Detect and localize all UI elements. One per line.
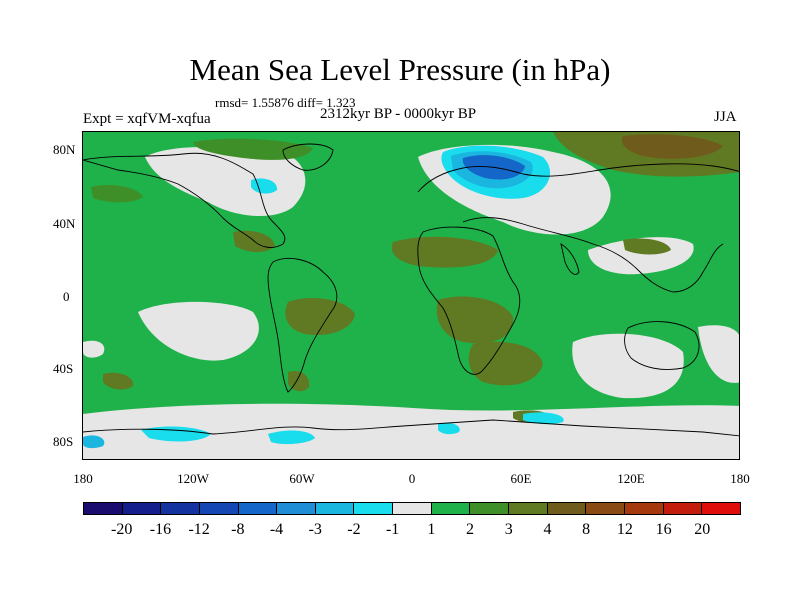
colorbar-swatch (354, 503, 394, 514)
chart-title: Mean Sea Level Pressure (in hPa) (189, 52, 611, 87)
lon-label: 0 (408, 471, 416, 486)
colorbar-swatch (315, 503, 355, 514)
colorbar-label: -2 (347, 521, 361, 538)
low-antarctic-1 (141, 426, 211, 442)
coast-greenland (282, 143, 334, 171)
colorbar-swatch (663, 503, 703, 514)
colorbar-swatch (509, 503, 548, 514)
neutral-west-pacific (83, 340, 105, 358)
high-south-pacific-east (103, 372, 134, 390)
colorbar-label: -1 (385, 521, 400, 538)
coast-south-america (267, 258, 338, 393)
high-canada-arctic (193, 138, 313, 160)
season-label: JJA (714, 109, 737, 125)
lon-label: 60E (510, 471, 532, 486)
colorbar-label: 8 (582, 521, 591, 538)
coast-australia (624, 321, 700, 370)
lat-label: 40S (53, 361, 74, 376)
lat-label: 80N (53, 142, 76, 157)
colorbar-label: 1 (427, 521, 436, 538)
colorbar-label: 20 (694, 521, 711, 538)
neutral-south-indian (572, 333, 684, 399)
lat-label: 40N (53, 216, 76, 231)
colorbar-label: 3 (504, 521, 513, 538)
colorbar-label: -20 (111, 521, 133, 538)
lat-label: 0 (63, 289, 70, 304)
colorbar-label: -12 (188, 521, 210, 538)
lon-label: 120E (617, 471, 645, 486)
neutral-south-pacific (138, 301, 259, 361)
high-amazon (285, 298, 355, 336)
high-siberia-core (621, 134, 723, 159)
high-north-pacific (91, 185, 143, 203)
coast-north-america (83, 152, 286, 248)
colorbar-swatch (277, 503, 316, 514)
colorbar-swatch (547, 503, 587, 514)
colorbar-swatch (84, 503, 123, 514)
low-antarctic-3 (523, 412, 564, 425)
colorbar-label: 4 (543, 521, 552, 538)
high-sahara (391, 236, 498, 268)
low-antarctic-5 (438, 422, 460, 435)
colorbar-label: 12 (616, 521, 633, 538)
pressure-field (83, 132, 739, 459)
coastlines (83, 143, 739, 437)
coast-africa (417, 226, 521, 375)
colorbar-label: -16 (149, 521, 172, 538)
colorbar-label: -8 (231, 521, 245, 538)
neutral-antarctic-band (83, 403, 739, 459)
colorbar-swatch (431, 503, 471, 514)
colorbar-swatch (238, 503, 278, 514)
lon-label: 180 (730, 471, 750, 486)
low-antarctic-4 (83, 435, 105, 449)
colorbar-swatch (702, 503, 740, 514)
map-panel (82, 131, 740, 460)
colorbar-swatch (393, 503, 432, 514)
colorbar-label: -4 (269, 521, 284, 538)
low-antarctic-2 (268, 430, 315, 445)
colorbar-label: 16 (655, 521, 672, 538)
low-greenland-cyan (251, 178, 278, 194)
coast-india (560, 243, 580, 275)
lon-label: 120W (177, 471, 209, 486)
colorbar-label: 2 (466, 521, 475, 538)
colorbar-swatch (161, 503, 200, 514)
neutral-australia-south (698, 325, 739, 383)
colorbar-swatch (470, 503, 510, 514)
neutral-north-america (145, 147, 306, 217)
coast-eurasia (417, 163, 739, 293)
lon-label: 60W (289, 471, 315, 486)
high-southern-africa (468, 341, 543, 386)
colorbar-swatch (199, 503, 239, 514)
stats-line: rmsd= 1.55876 diff= 1.323 (215, 95, 356, 110)
period-label: 2312kyr BP - 0000kyr BP (320, 106, 477, 122)
colorbar (83, 502, 741, 515)
colorbar-swatch (586, 503, 625, 514)
colorbar-swatch (624, 503, 664, 514)
colorbar-label: -3 (308, 521, 322, 538)
high-central-africa (436, 296, 514, 344)
colorbar-swatch (122, 503, 162, 514)
coast-antarctica (83, 419, 739, 437)
lon-label: 180 (73, 471, 93, 486)
lat-label: 80S (53, 434, 74, 449)
experiment-label: Expt = xqfVM-xqfua (83, 111, 211, 127)
high-indian-ocean (623, 238, 671, 255)
